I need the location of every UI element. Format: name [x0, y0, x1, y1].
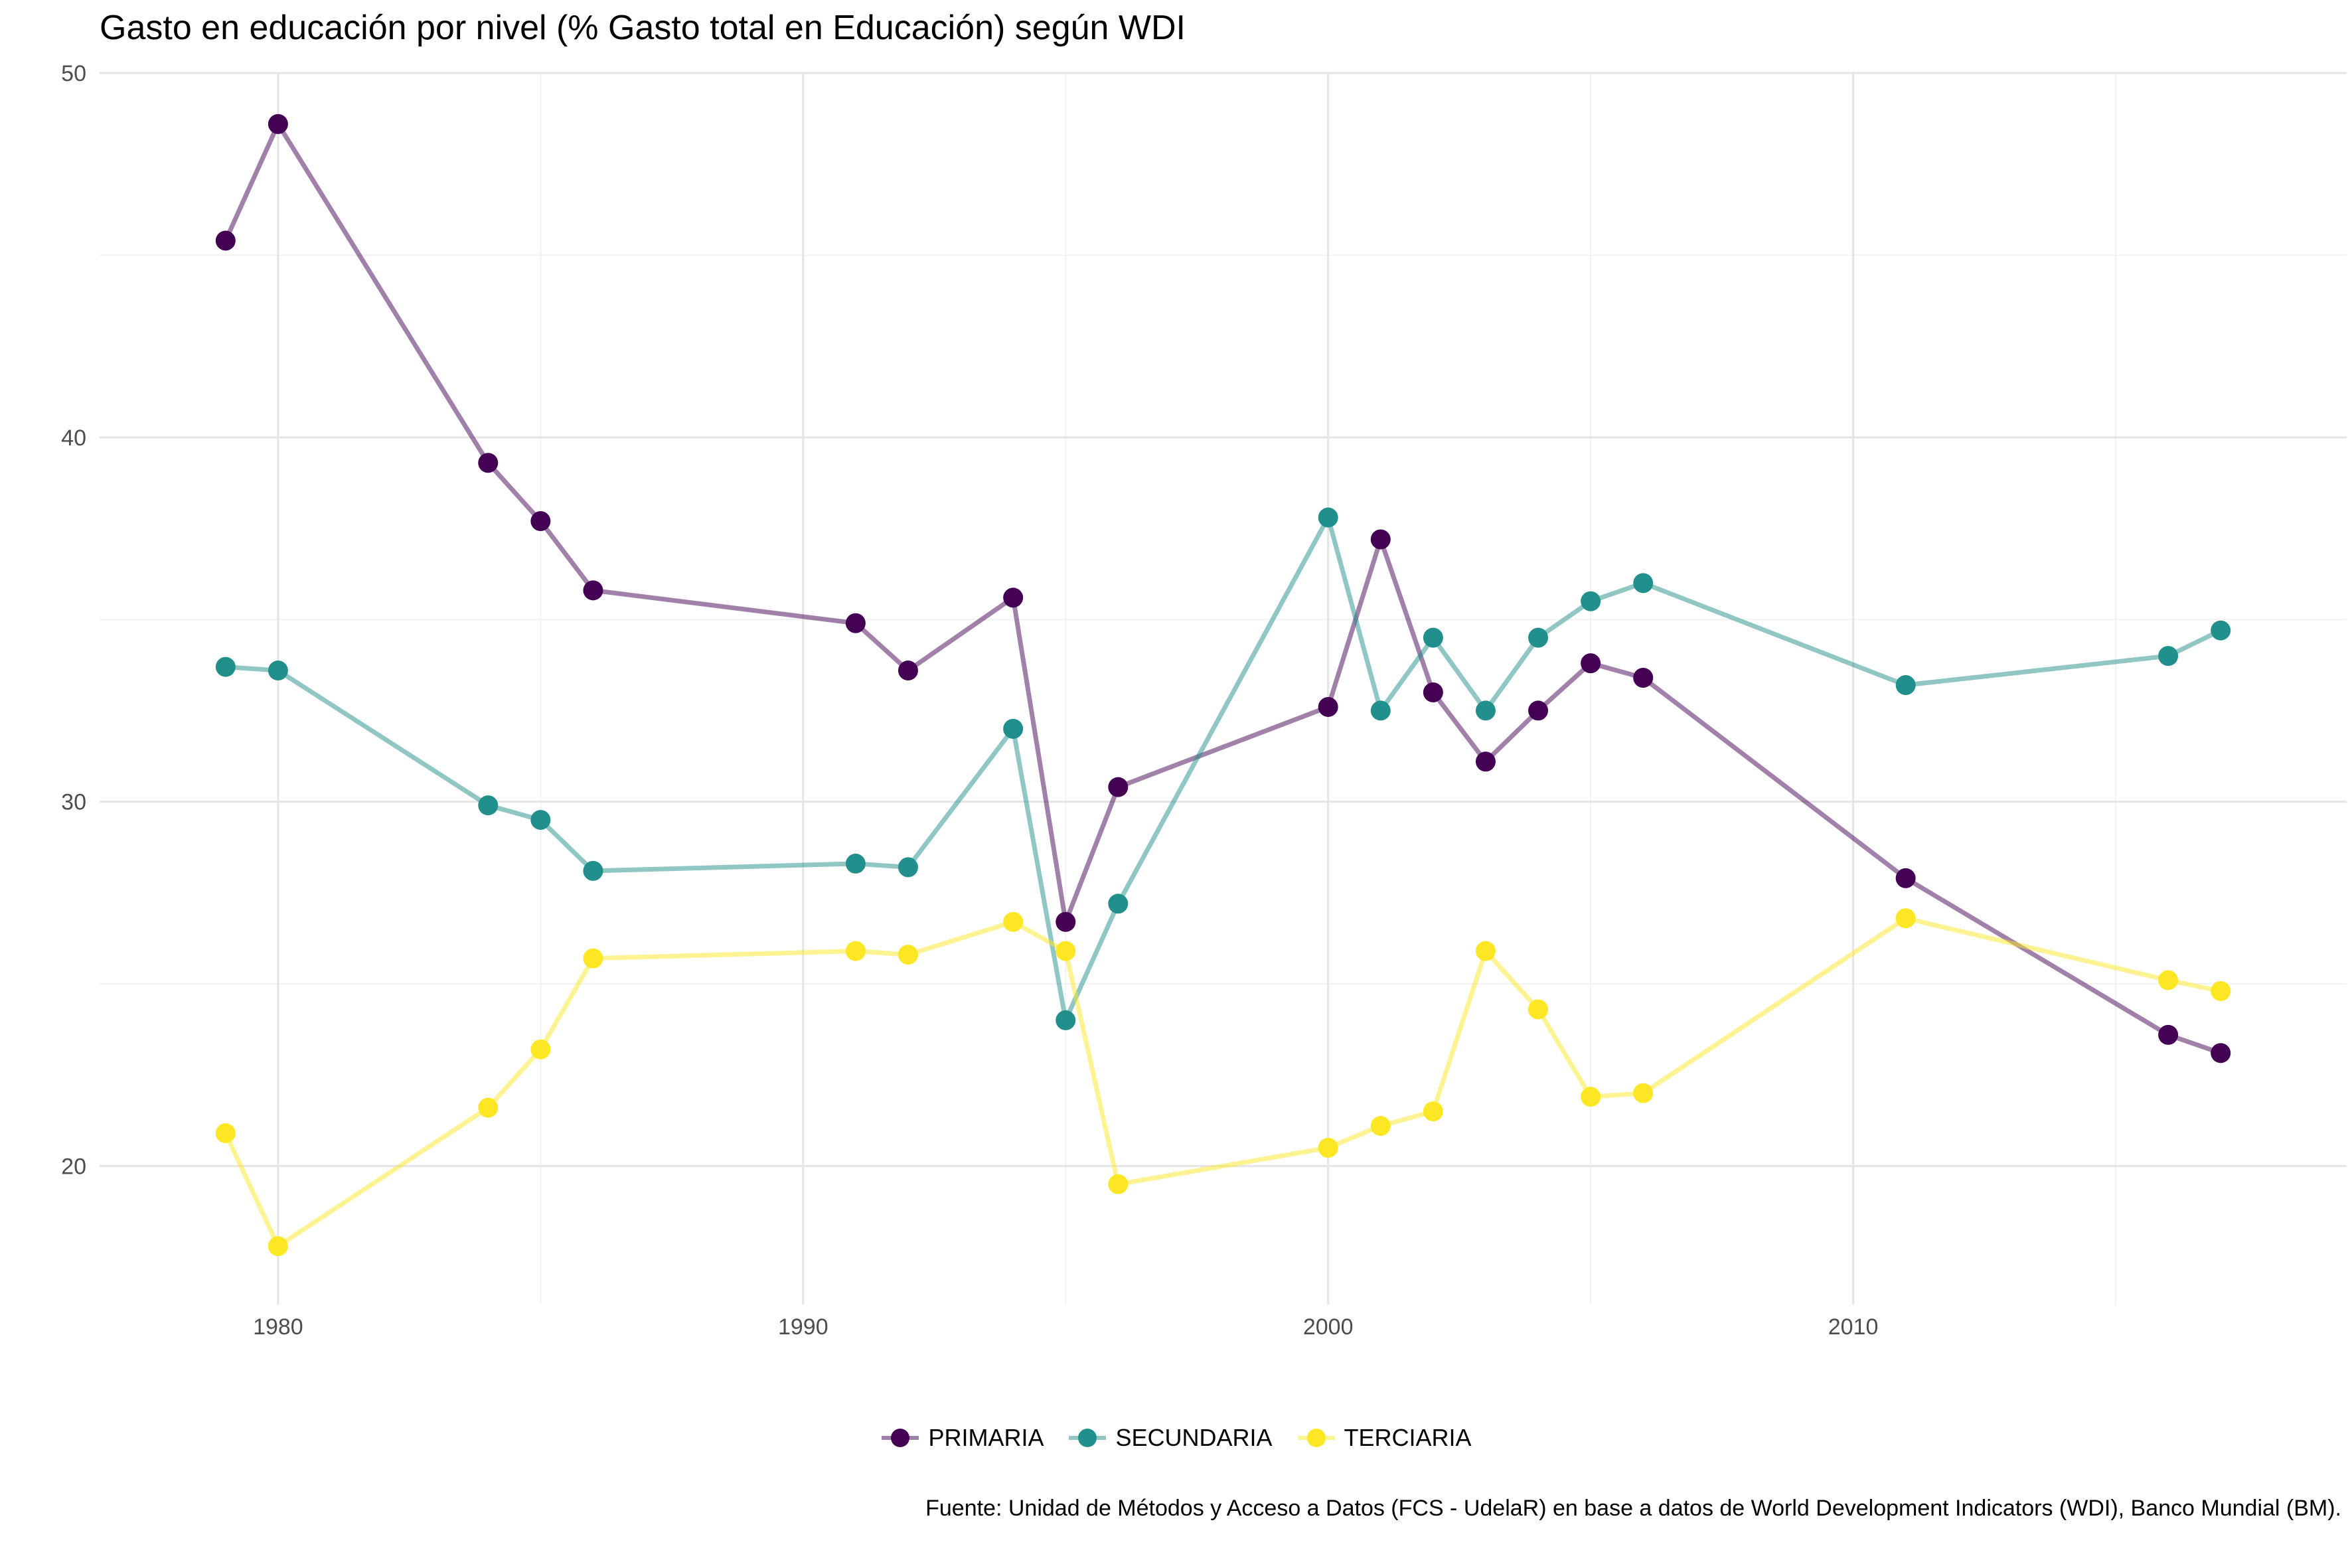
series-line-terciaria [223, 915, 2221, 1249]
data-point-terciaria [1108, 1174, 1129, 1194]
data-point-secundaria [583, 860, 603, 881]
chart-title: Gasto en educación por nivel (% Gasto to… [100, 9, 1186, 47]
data-point-terciaria [1056, 941, 1076, 961]
legend-label-primaria: PRIMARIA [928, 1424, 1044, 1451]
data-point-primaria [268, 114, 288, 134]
data-point-secundaria [1370, 700, 1391, 721]
data-point-secundaria [1003, 718, 1024, 739]
data-point-terciaria [1528, 999, 1549, 1020]
data-point-primaria [478, 453, 499, 473]
data-point-secundaria [215, 657, 236, 677]
data-point-primaria [1895, 868, 1916, 888]
grid-lines [100, 72, 2347, 1304]
data-point-primaria [1633, 668, 1654, 688]
data-point-terciaria [1318, 1138, 1338, 1158]
data-point-secundaria [1581, 591, 1601, 611]
data-point-secundaria [898, 857, 918, 878]
x-tick-label: 2010 [1828, 1314, 1879, 1340]
data-point-primaria [1056, 911, 1076, 932]
data-point-primaria [530, 511, 551, 532]
data-point-terciaria [268, 1236, 288, 1257]
series-points [215, 114, 2231, 1257]
data-point-primaria [583, 580, 603, 601]
axis-tick-labels: 1980 1990 2000 2010 20 30 40 50 [61, 61, 1878, 1340]
data-point-primaria [1528, 700, 1549, 721]
x-tick-label: 1990 [778, 1314, 828, 1340]
series-line-secundaria [225, 515, 2222, 1023]
legend-key-terciaria [1297, 1429, 1335, 1447]
data-point-secundaria [1475, 700, 1496, 721]
legend: PRIMARIA SECUNDARIA TERCIARIA [0, 1424, 2352, 1452]
legend-key-secundaria [1069, 1429, 1107, 1447]
data-point-primaria [1581, 653, 1601, 674]
data-point-terciaria [1475, 941, 1496, 961]
data-point-terciaria [1633, 1083, 1654, 1103]
data-point-terciaria [215, 1123, 236, 1144]
series-line-primaria [223, 121, 2222, 1056]
data-point-secundaria [530, 810, 551, 830]
data-point-secundaria [1895, 675, 1916, 696]
data-point-terciaria [1581, 1087, 1601, 1107]
data-point-primaria [1003, 588, 1024, 608]
data-point-primaria [1108, 777, 1129, 797]
y-tick-label: 20 [61, 1154, 86, 1179]
data-point-primaria [1423, 682, 1443, 702]
x-tick-label: 2000 [1303, 1314, 1354, 1340]
y-tick-label: 30 [61, 790, 86, 815]
data-point-terciaria [1895, 908, 1916, 929]
data-point-secundaria [1318, 507, 1338, 528]
data-point-terciaria [583, 948, 603, 969]
legend-item-terciaria: TERCIARIA [1296, 1424, 1472, 1452]
data-point-secundaria [2211, 620, 2231, 641]
data-point-secundaria [2158, 646, 2179, 666]
data-point-primaria [2211, 1043, 2231, 1063]
data-point-secundaria [1423, 627, 1443, 648]
legend-label-terciaria: TERCIARIA [1344, 1424, 1472, 1451]
series-lines [223, 121, 2222, 1249]
data-point-primaria [898, 661, 918, 681]
legend-label-secundaria: SECUNDARIA [1115, 1424, 1273, 1451]
legend-key-primaria [882, 1429, 919, 1447]
y-tick-label: 50 [61, 61, 86, 86]
data-point-primaria [1370, 529, 1391, 550]
legend-item-primaria: PRIMARIA [880, 1424, 1044, 1452]
data-point-secundaria [845, 853, 866, 874]
legend-item-secundaria: SECUNDARIA [1067, 1424, 1273, 1452]
data-point-secundaria [1108, 894, 1129, 914]
x-tick-label: 1980 [253, 1314, 303, 1340]
data-point-terciaria [2158, 970, 2179, 990]
data-point-secundaria [268, 661, 288, 681]
data-point-terciaria [478, 1097, 499, 1118]
data-point-secundaria [1633, 573, 1654, 593]
y-tick-label: 40 [61, 426, 86, 451]
data-point-secundaria [478, 795, 499, 816]
data-point-terciaria [898, 945, 918, 965]
data-point-terciaria [1370, 1116, 1391, 1137]
data-point-primaria [1475, 751, 1496, 772]
data-point-terciaria [530, 1039, 551, 1059]
source-caption: Fuente: Unidad de Métodos y Acceso a Dat… [925, 1496, 2341, 1521]
data-point-primaria [2158, 1024, 2179, 1045]
data-point-primaria [215, 230, 236, 251]
data-point-secundaria [1528, 627, 1549, 648]
data-point-primaria [845, 613, 866, 633]
data-point-terciaria [2211, 981, 2231, 1002]
data-point-secundaria [1056, 1010, 1076, 1030]
data-point-terciaria [1423, 1101, 1443, 1122]
data-point-primaria [1318, 696, 1338, 717]
data-point-terciaria [1003, 911, 1024, 932]
data-point-terciaria [845, 941, 866, 961]
